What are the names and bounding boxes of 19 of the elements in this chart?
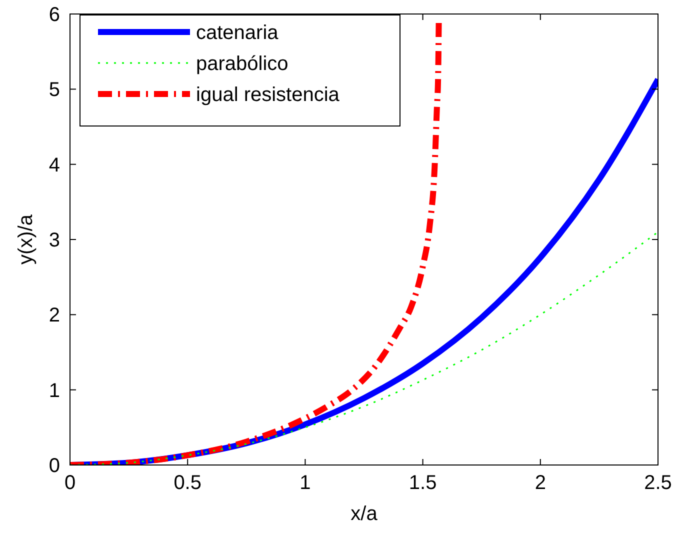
y-tick-label: 5 (48, 79, 60, 102)
x-tick-label: 2 (534, 472, 546, 494)
legend-label: catenaria (196, 22, 280, 44)
x-tick-label: 0.5 (174, 472, 202, 494)
y-axis-title: y(x)/a (15, 214, 37, 264)
y-tick-label: 4 (48, 154, 60, 176)
y-tick-label: 3 (48, 230, 60, 252)
x-tick-label: 1.5 (408, 472, 437, 494)
x-tick-label: 1 (300, 472, 311, 494)
x-tick-label: 0 (64, 472, 76, 494)
y-tick-label: 0 (48, 455, 60, 477)
legend-label: igual resistencia (196, 84, 340, 106)
line-series (70, 231, 658, 465)
x-tick-label: 2.5 (644, 472, 672, 494)
y-tick-label: 6 (48, 4, 60, 26)
y-tick-label: 2 (48, 304, 60, 327)
y-tick-label: 1 (48, 380, 60, 402)
x-axis-title: x/a (350, 503, 378, 525)
legend-label: parabólico (196, 53, 288, 75)
